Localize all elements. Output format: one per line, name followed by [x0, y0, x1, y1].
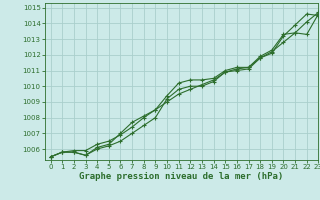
X-axis label: Graphe pression niveau de la mer (hPa): Graphe pression niveau de la mer (hPa): [79, 172, 284, 181]
